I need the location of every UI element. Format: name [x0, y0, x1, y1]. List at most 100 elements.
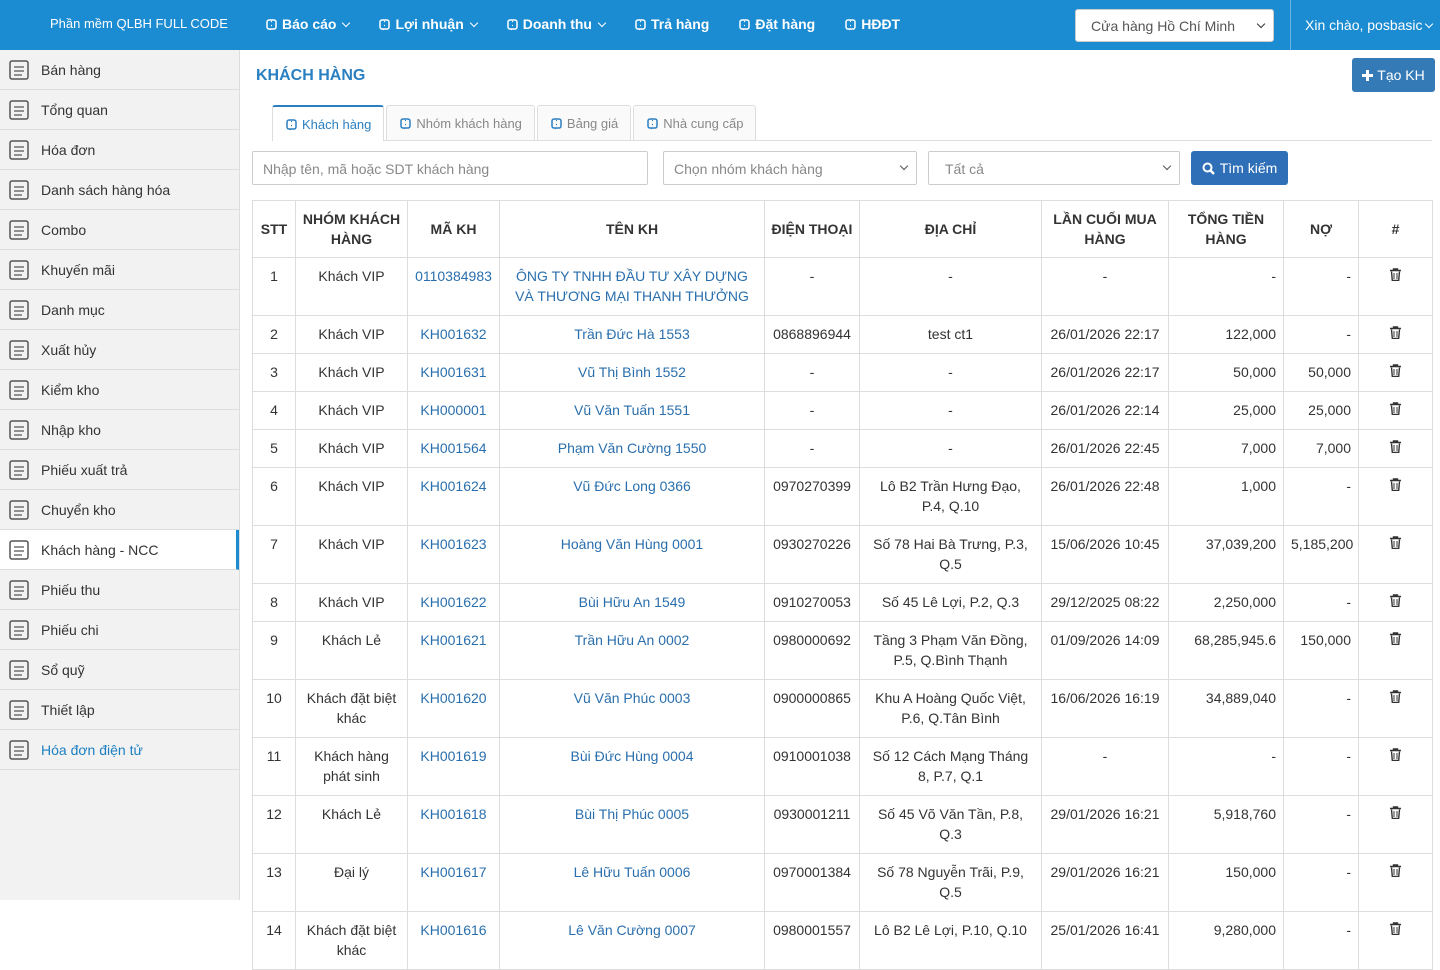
sidebar-item[interactable]: Phiếu thu: [0, 570, 239, 610]
debt: -: [1283, 911, 1359, 970]
column-header: NHÓM KHÁCH HÀNG: [295, 200, 408, 258]
customer-code[interactable]: KH001632: [407, 315, 500, 354]
column-header: ĐỊA CHỈ: [859, 200, 1042, 258]
delete-icon[interactable]: [1390, 690, 1401, 704]
sidebar-item[interactable]: Nhập kho: [0, 410, 239, 450]
delete-icon[interactable]: [1390, 594, 1401, 608]
customer-code[interactable]: KH000001: [407, 391, 500, 430]
stt: 2: [252, 315, 296, 354]
sidebar-item[interactable]: Chuyển kho: [0, 490, 239, 530]
delete-icon[interactable]: [1390, 268, 1401, 282]
menu-item[interactable]: HĐĐT: [844, 16, 900, 32]
customer-name[interactable]: Lê Văn Cường 0007: [499, 911, 765, 970]
last-purchase: 29/01/2026 16:21: [1041, 853, 1169, 912]
header-row: STT NHÓM KHÁCH HÀNG MÃ KH TÊN KH ĐIỆN THOẠI Đ…: [252, 200, 1433, 258]
customer-group: Khách VIP: [295, 429, 408, 468]
menu-item[interactable]: Trả hàng: [634, 16, 709, 32]
address: Tầng 3 Phạm Văn Đồng, P.5, Q.Bình Thạnh: [859, 621, 1042, 680]
sidebar-item[interactable]: Danh mục: [0, 290, 239, 330]
sidebar-item[interactable]: Danh sách hàng hóa: [0, 170, 239, 210]
sidebar-item[interactable]: Phiếu chi: [0, 610, 239, 650]
sidebar-item[interactable]: Tổng quan: [0, 90, 239, 130]
delete-icon[interactable]: [1390, 536, 1401, 550]
delete-icon[interactable]: [1390, 922, 1401, 936]
customer-code[interactable]: KH001617: [407, 853, 500, 912]
customer-code[interactable]: 0110384983: [407, 257, 500, 316]
customer-code[interactable]: KH001631: [407, 353, 500, 392]
customer-name[interactable]: Vũ Thị Bình 1552: [499, 353, 765, 392]
menu-item[interactable]: Doanh thu: [506, 16, 607, 32]
table-row: 7 Khách VIP KH001623 Hoàng Văn Hùng 0001 093…: [252, 525, 1433, 584]
column-header: LẦN CUỐI MUA HÀNG: [1041, 200, 1169, 258]
store-select[interactable]: Cửa hàng Hồ Chí Minh: [1075, 9, 1274, 42]
customer-name[interactable]: Bùi Đức Hùng 0004: [499, 737, 765, 796]
delete-icon[interactable]: [1390, 864, 1401, 878]
debt: 50,000: [1283, 353, 1359, 392]
delete-icon[interactable]: [1390, 806, 1401, 820]
customer-code[interactable]: KH001623: [407, 525, 500, 584]
icon: [9, 459, 29, 480]
sidebar-item[interactable]: Khách hàng - NCC: [0, 530, 239, 570]
customer-code[interactable]: KH001621: [407, 621, 500, 680]
delete-icon[interactable]: [1390, 402, 1401, 416]
delete-icon[interactable]: [1390, 326, 1401, 340]
customer-name[interactable]: Phạm Văn Cường 1550: [499, 429, 765, 468]
sidebar-item[interactable]: Phiếu xuất trả: [0, 450, 239, 490]
tab[interactable]: Bảng giá: [536, 105, 632, 140]
sidebar-item[interactable]: Bán hàng: [0, 50, 239, 90]
total-amount: 122,000: [1168, 315, 1284, 354]
customer-code[interactable]: KH001624: [407, 467, 500, 526]
navbar: Phần mềm QLBH FULL CODE Báo cáo Lợi nhuận…: [0, 0, 1440, 50]
phone: -: [764, 429, 860, 468]
search-input[interactable]: Nhập tên, mã hoặc SDT khách hàng: [252, 151, 648, 185]
sidebar-item[interactable]: Khuyến mãi: [0, 250, 239, 290]
customer-name[interactable]: Vũ Đức Long 0366: [499, 467, 765, 526]
customer-name[interactable]: Trần Đức Hà 1553: [499, 315, 765, 354]
sidebar-item[interactable]: Combo: [0, 210, 239, 250]
customer-code[interactable]: KH001619: [407, 737, 500, 796]
customer-name[interactable]: Bùi Thị Phúc 0005: [499, 795, 765, 854]
status-select[interactable]: Tất cả: [928, 151, 1180, 185]
customer-name[interactable]: Vũ Văn Phúc 0003: [499, 679, 765, 738]
sidebar-item[interactable]: Xuất hủy: [0, 330, 239, 370]
customer-name[interactable]: Vũ Văn Tuấn 1551: [499, 391, 765, 430]
table-row: 6 Khách VIP KH001624 Vũ Đức Long 0366 097027…: [252, 467, 1433, 526]
customer-code[interactable]: KH001620: [407, 679, 500, 738]
phone: 0910001038: [764, 737, 860, 796]
stt: 5: [252, 429, 296, 468]
delete-icon[interactable]: [1390, 440, 1401, 454]
customer-name[interactable]: Bùi Hữu An 1549: [499, 583, 765, 622]
search-button[interactable]: Tìm kiếm: [1191, 151, 1288, 185]
sidebar-item[interactable]: Kiểm kho: [0, 370, 239, 410]
menu-item[interactable]: Lợi nhuận: [378, 16, 478, 32]
delete-icon[interactable]: [1390, 364, 1401, 378]
menu-item[interactable]: Báo cáo: [265, 16, 351, 32]
sidebar-item[interactable]: Hóa đơn điện tử: [0, 730, 239, 770]
user-menu[interactable]: Xin chào, posbasic: [1305, 17, 1433, 33]
tab[interactable]: Nhóm khách hàng: [386, 105, 535, 140]
customer-code[interactable]: KH001616: [407, 911, 500, 970]
customer-code[interactable]: KH001564: [407, 429, 500, 468]
icon: [647, 117, 658, 129]
tab[interactable]: Nhà cung cấp: [633, 105, 757, 140]
delete-icon[interactable]: [1390, 632, 1401, 646]
delete-icon[interactable]: [1390, 478, 1401, 492]
group-select[interactable]: Chọn nhóm khách hàng: [663, 151, 917, 185]
debt: 5,185,200: [1283, 525, 1359, 584]
brand[interactable]: Phần mềm QLBH FULL CODE: [50, 16, 228, 31]
delete-icon[interactable]: [1390, 748, 1401, 762]
menu-item[interactable]: Đặt hàng: [738, 16, 815, 32]
customer-code[interactable]: KH001622: [407, 583, 500, 622]
customer-group: Khách VIP: [295, 467, 408, 526]
sidebar-item[interactable]: Sổ quỹ: [0, 650, 239, 690]
create-button[interactable]: Tạo KH: [1352, 58, 1435, 92]
sidebar-item[interactable]: Hóa đơn: [0, 130, 239, 170]
customer-code[interactable]: KH001618: [407, 795, 500, 854]
customer-name[interactable]: Trần Hữu An 0002: [499, 621, 765, 680]
customer-name[interactable]: Lê Hữu Tuấn 0006: [499, 853, 765, 912]
customer-name[interactable]: ÔNG TY TNHH ĐẦU TƯ XÂY DỰNG VÀ THƯƠNG MẠ…: [499, 257, 765, 316]
customer-group: Khách đặt biệt khác: [295, 679, 408, 738]
customer-name[interactable]: Hoàng Văn Hùng 0001: [499, 525, 765, 584]
sidebar-item[interactable]: Thiết lập: [0, 690, 239, 730]
tab[interactable]: Khách hàng: [272, 105, 385, 141]
